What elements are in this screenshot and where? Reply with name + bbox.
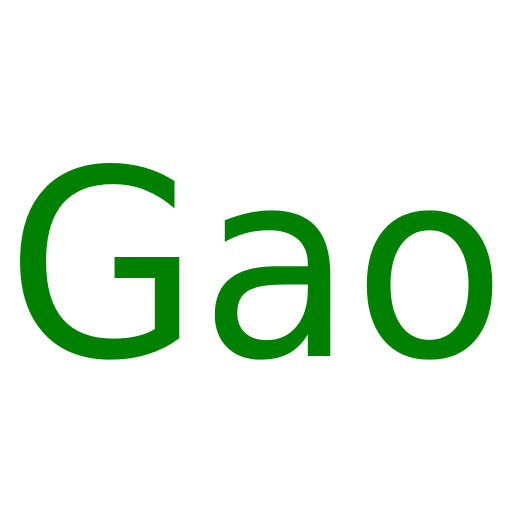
word-text: Gao — [6, 116, 506, 418]
